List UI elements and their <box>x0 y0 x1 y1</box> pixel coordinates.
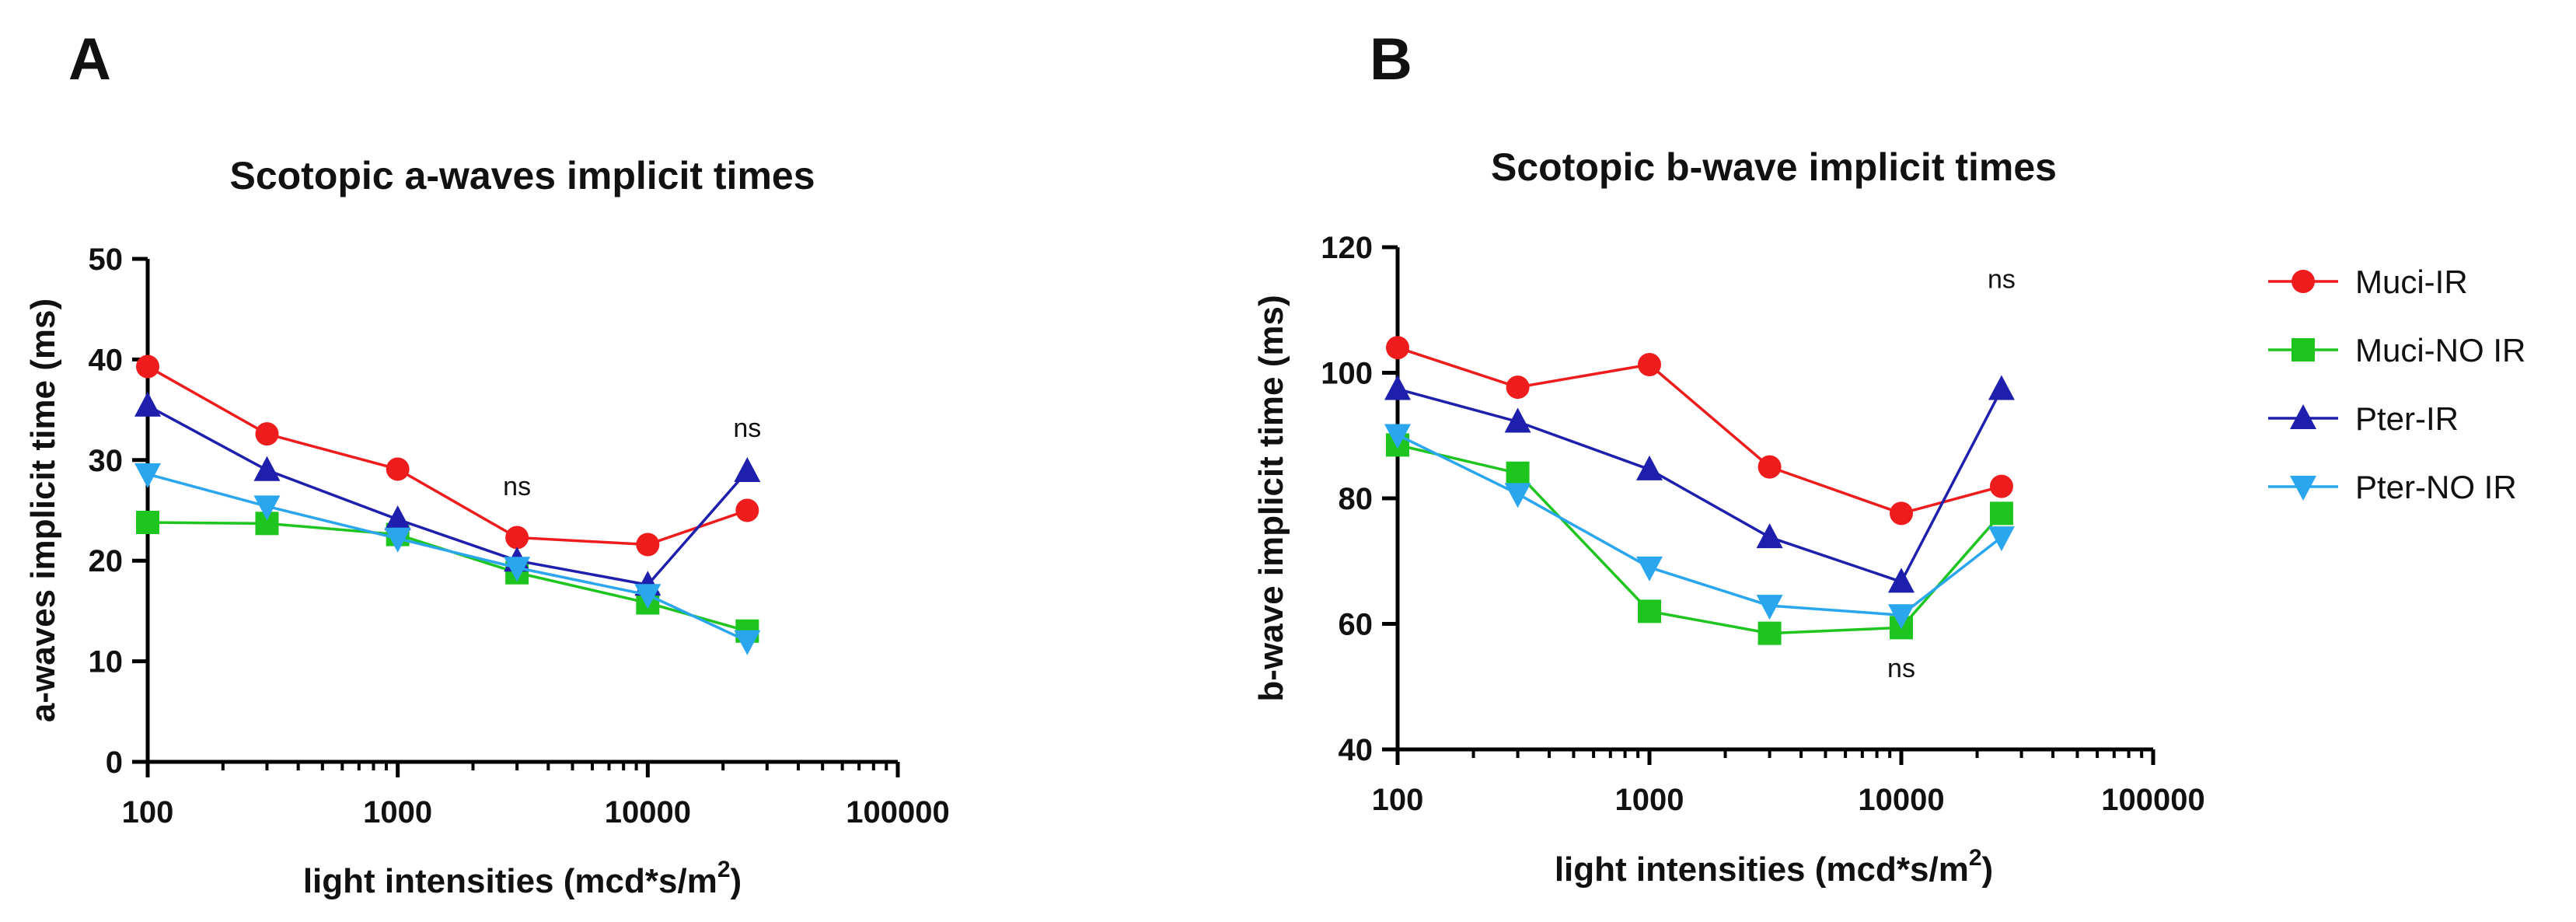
panel-a-xtick-label: 10000 <box>605 795 691 829</box>
panel-b-xtick-label: 10000 <box>1858 783 1944 817</box>
panel-b-series-muci-ir-point <box>1757 455 1782 479</box>
panel-b-xtick-label: 1000 <box>1615 783 1684 817</box>
panel-a-series-pter-ir-point <box>384 505 411 531</box>
legend: Muci-IR Muci-NO IR Pter-IR Pter-NO IR <box>2268 264 2525 505</box>
legend-pter-ir-marker <box>2290 404 2316 429</box>
panel-a-series-pter-no-ir-line <box>147 473 749 643</box>
panel-b-series-muci-ir-point <box>1890 501 1913 526</box>
panel-b-ytick-label: 40 <box>1339 733 1374 767</box>
panel-b-series-muci-no-ir-point <box>1989 501 2013 526</box>
panel-a-annotation-ns: ns <box>733 414 761 443</box>
panel-b-series-pter-ir-point <box>1756 523 1783 549</box>
panel-b-ytick-label: 120 <box>1321 231 1373 265</box>
panel-a-xlabel-main: light intensities (mcd*s/m <box>303 862 717 900</box>
panel-b-series-pter-no-ir-line <box>1397 433 2003 616</box>
panel-a-ytick-label: 10 <box>89 645 124 679</box>
panel-a-series-pter-ir-line <box>147 404 749 587</box>
panel-b-series-muci-ir-line <box>1397 346 2002 515</box>
panel-a-series-pter-no-ir-point <box>253 495 281 521</box>
panel-a-series-pter-no-ir-point <box>504 557 531 582</box>
panel-a-ytick-label: 30 <box>89 444 124 478</box>
panel-b-ytick-label: 100 <box>1321 357 1373 391</box>
panel-a-series-pter-no-ir-point <box>634 584 661 609</box>
panel-b-title: Scotopic b-wave implicit times <box>1491 145 2057 189</box>
panel-b-series-pter-ir-point <box>1384 375 1411 400</box>
legend-pter-ir-label: Pter-IR <box>2355 400 2459 437</box>
panel-a-ytick-label: 0 <box>106 746 123 780</box>
panel-a-series-muci-ir-point <box>255 422 279 446</box>
panel-a-xtick-label: 1000 <box>363 795 432 829</box>
panel-b-xlabel-superscript: 2 <box>1969 845 1982 871</box>
panel-a-ytick-label: 20 <box>89 544 124 578</box>
panel-a-xlabel-superscript: 2 <box>717 857 731 882</box>
panel-a-series-muci-ir-point <box>735 498 759 522</box>
panel-b-series-muci-ir-point <box>1989 474 2013 498</box>
panel-a-title: Scotopic a-waves implicit times <box>229 154 815 197</box>
panel-a-series-pter-ir-point <box>134 391 161 417</box>
panel-a-series-pter-no-ir-point <box>384 527 411 553</box>
panel-b-series-muci-no-ir-point <box>1506 461 1530 485</box>
panel-b-series-pter-no-ir-point <box>1988 526 2015 552</box>
panel-a-series-muci-no-ir-point <box>136 511 159 535</box>
panel-b-series-pter-no-ir-point <box>1636 556 1663 581</box>
panel-a-series-muci-ir-point <box>386 457 410 481</box>
panel-b-series-pter-ir-point <box>1888 568 1915 593</box>
panel-b-series-pter-ir-point <box>1504 407 1531 433</box>
panel-b-series-muci-no-ir-point <box>1757 621 1782 645</box>
panel-b-series-pter-ir-point <box>1988 375 2015 400</box>
legend-pter-no-ir-label: Pter-NO IR <box>2355 469 2517 505</box>
panel-a-xtick-label: 100000 <box>846 795 949 829</box>
panel-a-series-pter-no-ir-point <box>134 463 161 488</box>
panel-a-series-pter-ir-point <box>253 456 281 481</box>
panel-b-xtick-label: 100 <box>1372 783 1424 817</box>
panel-a-ytick-label: 50 <box>89 243 124 277</box>
panel-b-series-pter-no-ir-point <box>1888 604 1915 630</box>
panel-b-series-pter-no-ir-point <box>1504 483 1531 508</box>
panel-a-series-pter-ir-point <box>734 457 761 483</box>
panel-b-series-muci-no-ir-line <box>1397 443 2003 635</box>
panel-a-series-muci-ir-point <box>636 533 660 557</box>
panel-b-annotation-ns: ns <box>1988 264 2016 294</box>
panel-a-series-muci-ir-line <box>147 365 748 547</box>
panel-b-series-pter-no-ir-point <box>1756 595 1783 620</box>
panel-b-xlabel-close: ) <box>1982 850 1994 889</box>
legend-muci-no-ir-marker <box>2292 338 2315 361</box>
panel-b-series-muci-ir-point <box>1386 336 1409 360</box>
legend-muci-ir-marker <box>2292 270 2315 293</box>
panel-b-xtick-label: 100000 <box>2101 783 2204 817</box>
panel-b-series-pter-no-ir-point <box>1384 424 1411 449</box>
panel-b-ytick-label: 60 <box>1339 608 1374 642</box>
panel-b-series-pter-ir-point <box>1636 455 1663 480</box>
panel-b-series-muci-no-ir-point <box>1638 599 1661 623</box>
panel-a-ylabel: a-waves implicit time (ms) <box>24 299 62 722</box>
legend-muci-ir-label: Muci-IR <box>2355 264 2468 300</box>
panel-a-letter: A <box>68 26 111 93</box>
panel-b-ytick-label: 80 <box>1339 482 1374 516</box>
legend-muci-no-ir-label: Muci-NO IR <box>2355 332 2525 368</box>
panel-a-series-muci-ir-point <box>136 354 159 379</box>
legend-pter-no-ir-marker <box>2290 476 2316 501</box>
panel-a-xtick-label: 100 <box>122 795 174 829</box>
panel-a-xlabel-close: ) <box>731 862 742 900</box>
panel-b-series-muci-ir-point <box>1638 353 1661 377</box>
panel-b-letter: B <box>1370 26 1412 93</box>
panel-a-ytick-label: 40 <box>89 343 124 377</box>
panel-b-xlabel-main: light intensities (mcd*s/m <box>1555 850 1969 889</box>
panel-a-series-pter-no-ir-point <box>734 630 761 655</box>
panel-a-series-muci-ir-point <box>505 526 529 550</box>
chart-b: B Scotopic b-wave implicit times 40 60 80 100… <box>1252 26 2205 889</box>
panel-a-annotation-ns: ns <box>503 472 531 501</box>
panel-a-xlabel: light intensities (mcd*s/m2) <box>303 857 742 900</box>
panel-b-xlabel: light intensities (mcd*s/m2) <box>1555 845 1993 889</box>
panel-b-ylabel: b-wave implicit time (ms) <box>1252 295 1290 701</box>
panel-b-annotation-ns: ns <box>1887 654 1915 683</box>
chart-a: A Scotopic a-waves implicit times 0 10 20 30 4… <box>24 26 950 900</box>
panel-b-series-muci-ir-point <box>1506 375 1530 400</box>
panel-b-series-pter-ir-line <box>1397 387 2003 584</box>
